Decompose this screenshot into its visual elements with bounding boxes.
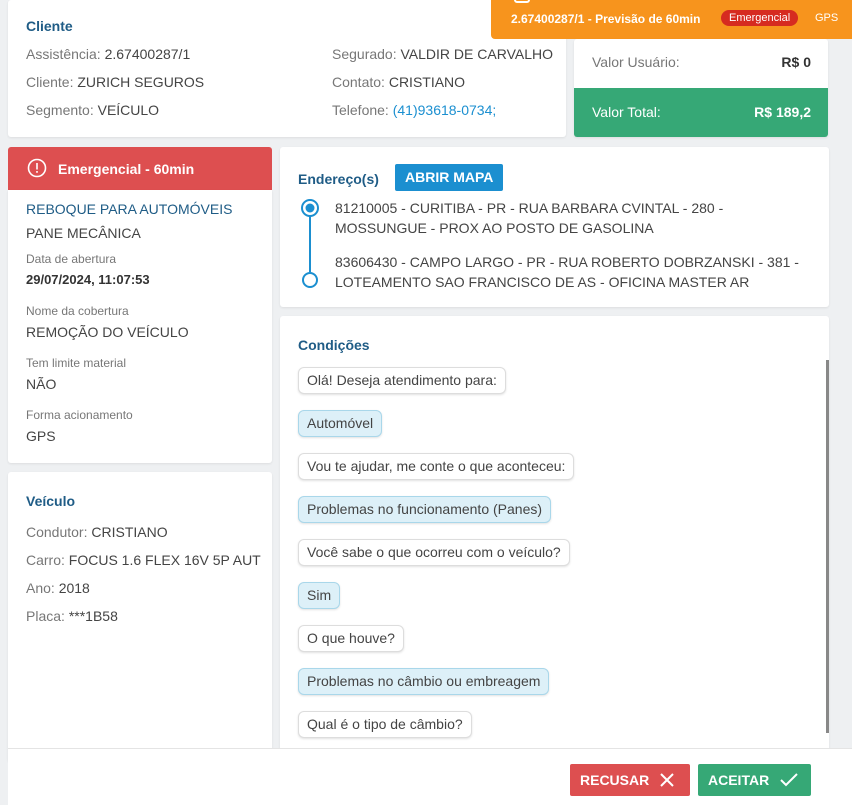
field-value: 2018: [58, 580, 90, 596]
field-row: Contato: CRISTIANO: [332, 74, 465, 90]
section-title: Veículo: [26, 493, 76, 509]
field-label: Forma acionamento: [26, 408, 133, 422]
service-name: REBOQUE PARA AUTOMÓVEIS: [26, 201, 233, 217]
field-label: Data de abertura: [26, 252, 117, 266]
field-label: Assistência:: [26, 46, 101, 62]
service-header: Emergencial - 60min: [8, 147, 272, 190]
header-text: Emergencial - 60min: [58, 161, 195, 177]
info-icon: [27, 158, 47, 178]
field-label: Cliente:: [26, 74, 74, 90]
field-row: Cliente: ZURICH SEGUROS: [26, 74, 204, 90]
field-row: Telefone: (41)93618-0734;: [332, 102, 496, 118]
field-label: Ano:: [26, 580, 55, 596]
field-row: Ano: 2018: [26, 580, 90, 596]
field-label: Tem limite material: [26, 356, 127, 370]
field-row: Assistência: 2.67400287/1: [26, 46, 190, 62]
field-value: 29/07/2024, 11:07:53: [26, 272, 150, 287]
address: 81210005 - CURITIBA - PR - RUA BARBARA C…: [335, 200, 724, 236]
field-value: REMOÇÃO DO VEÍCULO: [26, 324, 189, 340]
field-label: Placa:: [26, 608, 65, 624]
chat-message: O que houve?: [298, 625, 404, 652]
button-text: ACEITAR: [708, 772, 770, 788]
chat-message: Problemas no funcionamento (Panes): [298, 496, 552, 523]
footer: RECUSAR ACEITAR: [8, 748, 852, 805]
field-row: Segmento: VEÍCULO: [26, 102, 159, 118]
service-card: REBOQUE PARA AUTOMÓVEIS PANE MECÂNICA Da…: [8, 190, 272, 463]
banner-text: 2.67400287/1 - Previsão de 60min: [511, 12, 701, 26]
enderecos-card: Endereço(s) ABRIR MAPA 81210005 - CURITI…: [280, 147, 829, 307]
veiculo-card: Veículo Condutor: CRISTIANO Carro: FOCUS …: [8, 472, 272, 762]
button-text: RECUSAR: [580, 772, 650, 788]
field-value: 2.67400287/1: [104, 46, 191, 62]
status-banner: 2.67400287/1 - Previsão de 60min Emergen…: [491, 0, 852, 39]
field-label: Segmento:: [26, 102, 94, 118]
field-value: CRISTIANO: [91, 524, 168, 540]
field-value: VALDIR DE CARVALHO: [400, 46, 554, 62]
chat-message: Sim: [298, 582, 341, 609]
field-value: VEÍCULO: [97, 102, 160, 118]
timeline: [301, 199, 319, 288]
value: R$ 189,2: [754, 104, 811, 120]
field-value: CRISTIANO: [388, 74, 466, 90]
badge: Emergencial: [721, 10, 799, 26]
valores-card: Valor Usuário: R$ 0 Valor Total: R$ 189,…: [574, 39, 828, 137]
icon: [514, 0, 530, 3]
field-value: GPS: [26, 428, 56, 444]
accept-button[interactable]: ACEITAR: [698, 764, 811, 796]
open-map-button[interactable]: ABRIR MAPA: [395, 164, 504, 191]
field-label: Segurado:: [332, 46, 397, 62]
field-row: Carro: FOCUS 1.6 FLEX 16V 5P AUT: [26, 552, 261, 568]
section-title: Cliente: [26, 18, 73, 34]
section-title: Condições: [298, 337, 370, 353]
total-box: Valor Total: R$ 189,2: [574, 88, 828, 137]
scrollbar[interactable]: [826, 360, 829, 733]
problem: PANE MECÂNICA: [26, 225, 141, 241]
source: GPS: [815, 12, 839, 24]
reject-button[interactable]: RECUSAR: [570, 764, 690, 796]
chat-message: Problemas no câmbio ou embreagem: [298, 668, 550, 695]
label: Valor Total:: [592, 104, 661, 120]
field-label: Telefone:: [332, 102, 389, 118]
address: 83606430 - CAMPO LARGO - PR - RUA ROBERT…: [335, 254, 799, 290]
condicoes-card: Condições Olá! Deseja atendimento para: A…: [280, 316, 829, 776]
field-value: FOCUS 1.6 FLEX 16V 5P AUT: [68, 552, 261, 568]
chat-message: Olá! Deseja atendimento para:: [298, 367, 506, 394]
cliente-card: Cliente Assistência: 2.67400287/1 Cliente…: [8, 0, 566, 137]
field-row: Segurado: VALDIR DE CARVALHO: [332, 46, 553, 62]
field-label: Condutor:: [26, 524, 88, 540]
value: R$ 0: [781, 54, 811, 70]
check-icon: [780, 773, 798, 787]
chat-message: Você sabe o que ocorreu com o veículo?: [298, 539, 570, 566]
field-value: NÃO: [26, 376, 57, 392]
x-icon: [660, 773, 674, 787]
field-label: Contato:: [332, 74, 385, 90]
field-value[interactable]: (41)93618-0734;: [392, 102, 497, 118]
field-row: Condutor: CRISTIANO: [26, 524, 168, 540]
field-value: ***1B58: [68, 608, 118, 624]
field-label: Carro:: [26, 552, 65, 568]
label: Valor Usuário:: [592, 54, 680, 70]
chat-message: Automóvel: [298, 410, 383, 437]
field-row: Placa: ***1B58: [26, 608, 118, 624]
chat-message: Qual é o tipo de câmbio?: [298, 711, 472, 738]
field-label: Nome da cobertura: [26, 304, 129, 318]
field-value: ZURICH SEGUROS: [77, 74, 205, 90]
chat-message: Vou te ajudar, me conte o que aconteceu:: [298, 453, 575, 480]
section-title: Endereço(s): [298, 171, 379, 187]
